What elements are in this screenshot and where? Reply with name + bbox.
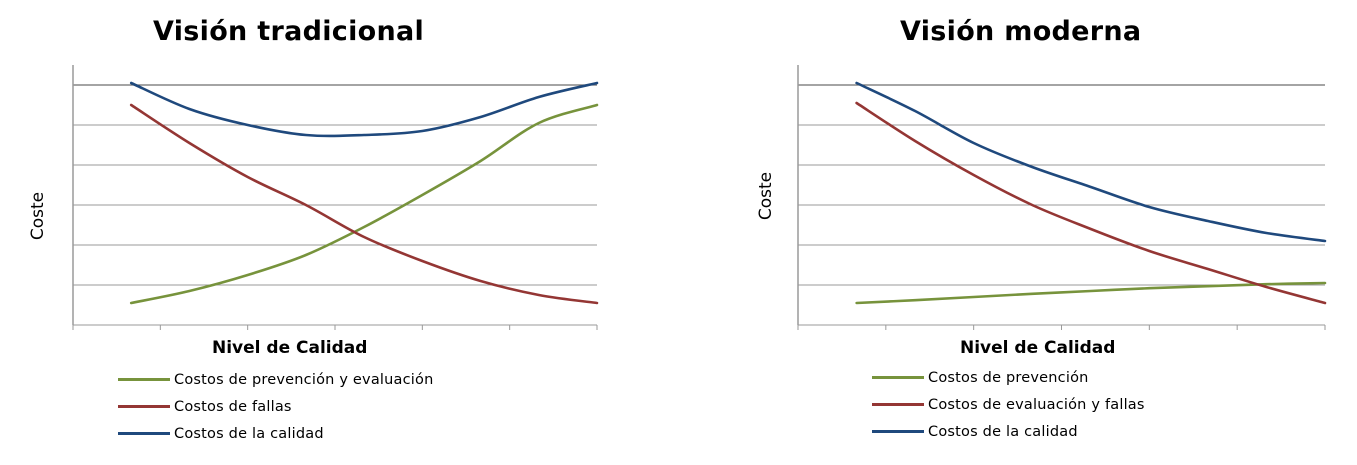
series-line [855, 101, 1327, 305]
legend-label: Costos de fallas [174, 398, 292, 415]
legend-item-prevention-evaluation: Costos de prevención y evaluación [118, 366, 433, 393]
legend-label: Costos de evaluación y fallas [928, 396, 1145, 413]
series-line [129, 103, 599, 305]
chart-panel-modern: Visión moderna Coste Nivel de Calidad Co… [680, 0, 1357, 465]
legend-swatch [872, 403, 924, 406]
series-line [129, 81, 599, 138]
legend-swatch [872, 430, 924, 433]
chart-panel-traditional: Visión tradicional Coste Nivel de Calida… [28, 16, 599, 447]
legend-swatch [872, 376, 924, 379]
plot-area [72, 65, 599, 330]
series-line [855, 281, 1327, 305]
legend: Costos de prevención y evaluación Costos… [118, 366, 433, 447]
legend-item-evaluation-failures: Costos de evaluación y fallas [872, 391, 1145, 418]
legend-swatch [118, 432, 170, 435]
legend-swatch [118, 378, 170, 381]
x-axis-label: Nivel de Calidad [960, 338, 1116, 358]
legend-item-failures: Costos de fallas [118, 393, 433, 420]
legend-item-prevention: Costos de prevención [872, 364, 1145, 391]
plot-area [797, 65, 1327, 330]
legend-label: Costos de la calidad [174, 425, 324, 442]
legend-label: Costos de prevención y evaluación [174, 371, 434, 388]
legend: Costos de prevención Costos de evaluació… [872, 364, 1145, 445]
series-line [129, 103, 599, 305]
chart-title: Visión moderna [900, 16, 1142, 47]
legend-item-quality-costs: Costos de la calidad [872, 418, 1145, 445]
legend-item-quality-costs: Costos de la calidad [118, 420, 433, 447]
legend-swatch [118, 405, 170, 408]
series-line [855, 81, 1327, 243]
legend-label: Costos de la calidad [928, 423, 1078, 440]
x-axis-label: Nivel de Calidad [212, 338, 368, 358]
chart-title: Visión tradicional [153, 16, 425, 47]
legend-label: Costos de prevención [928, 369, 1089, 386]
